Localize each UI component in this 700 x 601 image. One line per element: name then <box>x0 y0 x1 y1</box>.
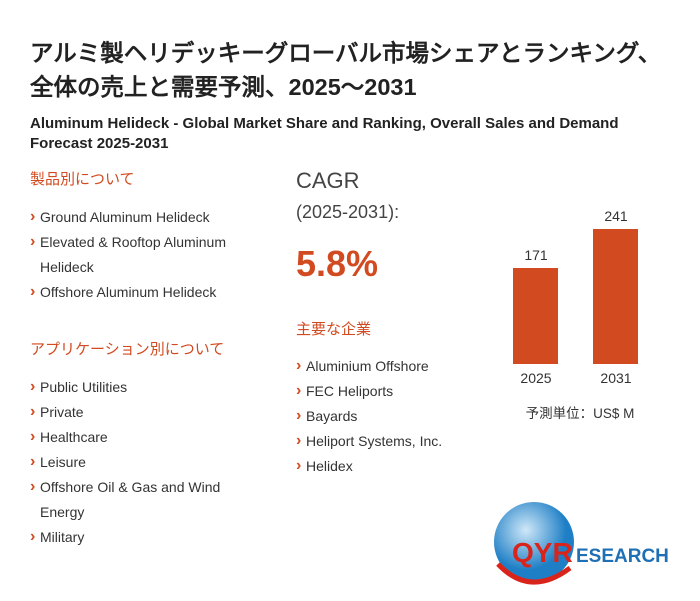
list-item: FEC Heliports <box>296 378 496 404</box>
bar-value-label: 171 <box>524 247 548 263</box>
cagr-value: 5.8% <box>296 243 379 284</box>
page-subtitle: Aluminum Helideck - Global Market Share … <box>30 115 619 152</box>
companies-heading: 主要な企業 <box>296 321 372 338</box>
bar-2031 <box>593 228 638 364</box>
list-item: Helidex <box>296 453 496 479</box>
product-section-heading: 製品別について <box>30 171 135 188</box>
list-item: Healthcare <box>30 424 260 450</box>
list-item: Private <box>30 399 260 425</box>
cagr-period: (2025-2031): <box>296 202 400 222</box>
page-title: アルミ製ヘリデッキーグローバル市場シェアとランキング、全体の売上と需要予測、20… <box>30 40 662 100</box>
list-item: Leisure <box>30 449 260 475</box>
list-item: Offshore Aluminum Helideck <box>30 279 260 305</box>
bar-2025 <box>513 268 558 364</box>
list-item: Heliport Systems, Inc. <box>296 428 496 454</box>
companies-list: Aluminium Offshore FEC Heliports Bayards… <box>296 353 496 479</box>
unit-label: 予測単位：US$ M <box>525 406 635 421</box>
globe-icon: QYR ESEARCH <box>494 502 669 585</box>
application-section-heading: アプリケーション別について <box>30 341 225 358</box>
product-list: Ground Aluminum Helideck Elevated & Roof… <box>30 204 260 305</box>
cagr-label: CAGR <box>296 168 360 193</box>
list-item: Public Utilities <box>30 374 260 400</box>
bar-value-label: 241 <box>604 207 628 224</box>
category-label: 2031 <box>600 370 632 386</box>
qyresearch-logo: QYR ESEARCH <box>490 498 670 593</box>
list-item: Ground Aluminum Helideck <box>30 204 260 230</box>
logo-text-research: ESEARCH <box>576 546 669 567</box>
list-item: Offshore Oil & Gas and Wind Energy <box>30 474 260 525</box>
list-item: Elevated & Rooftop Aluminum Helideck <box>30 229 260 280</box>
list-item: Bayards <box>296 403 496 429</box>
list-item: Aluminium Offshore <box>296 353 496 379</box>
category-label: 2025 <box>520 370 552 386</box>
list-item: Military <box>30 524 260 550</box>
logo-text-qy: QYR <box>512 537 573 568</box>
application-list: Public Utilities Private Healthcare Leis… <box>30 374 260 550</box>
